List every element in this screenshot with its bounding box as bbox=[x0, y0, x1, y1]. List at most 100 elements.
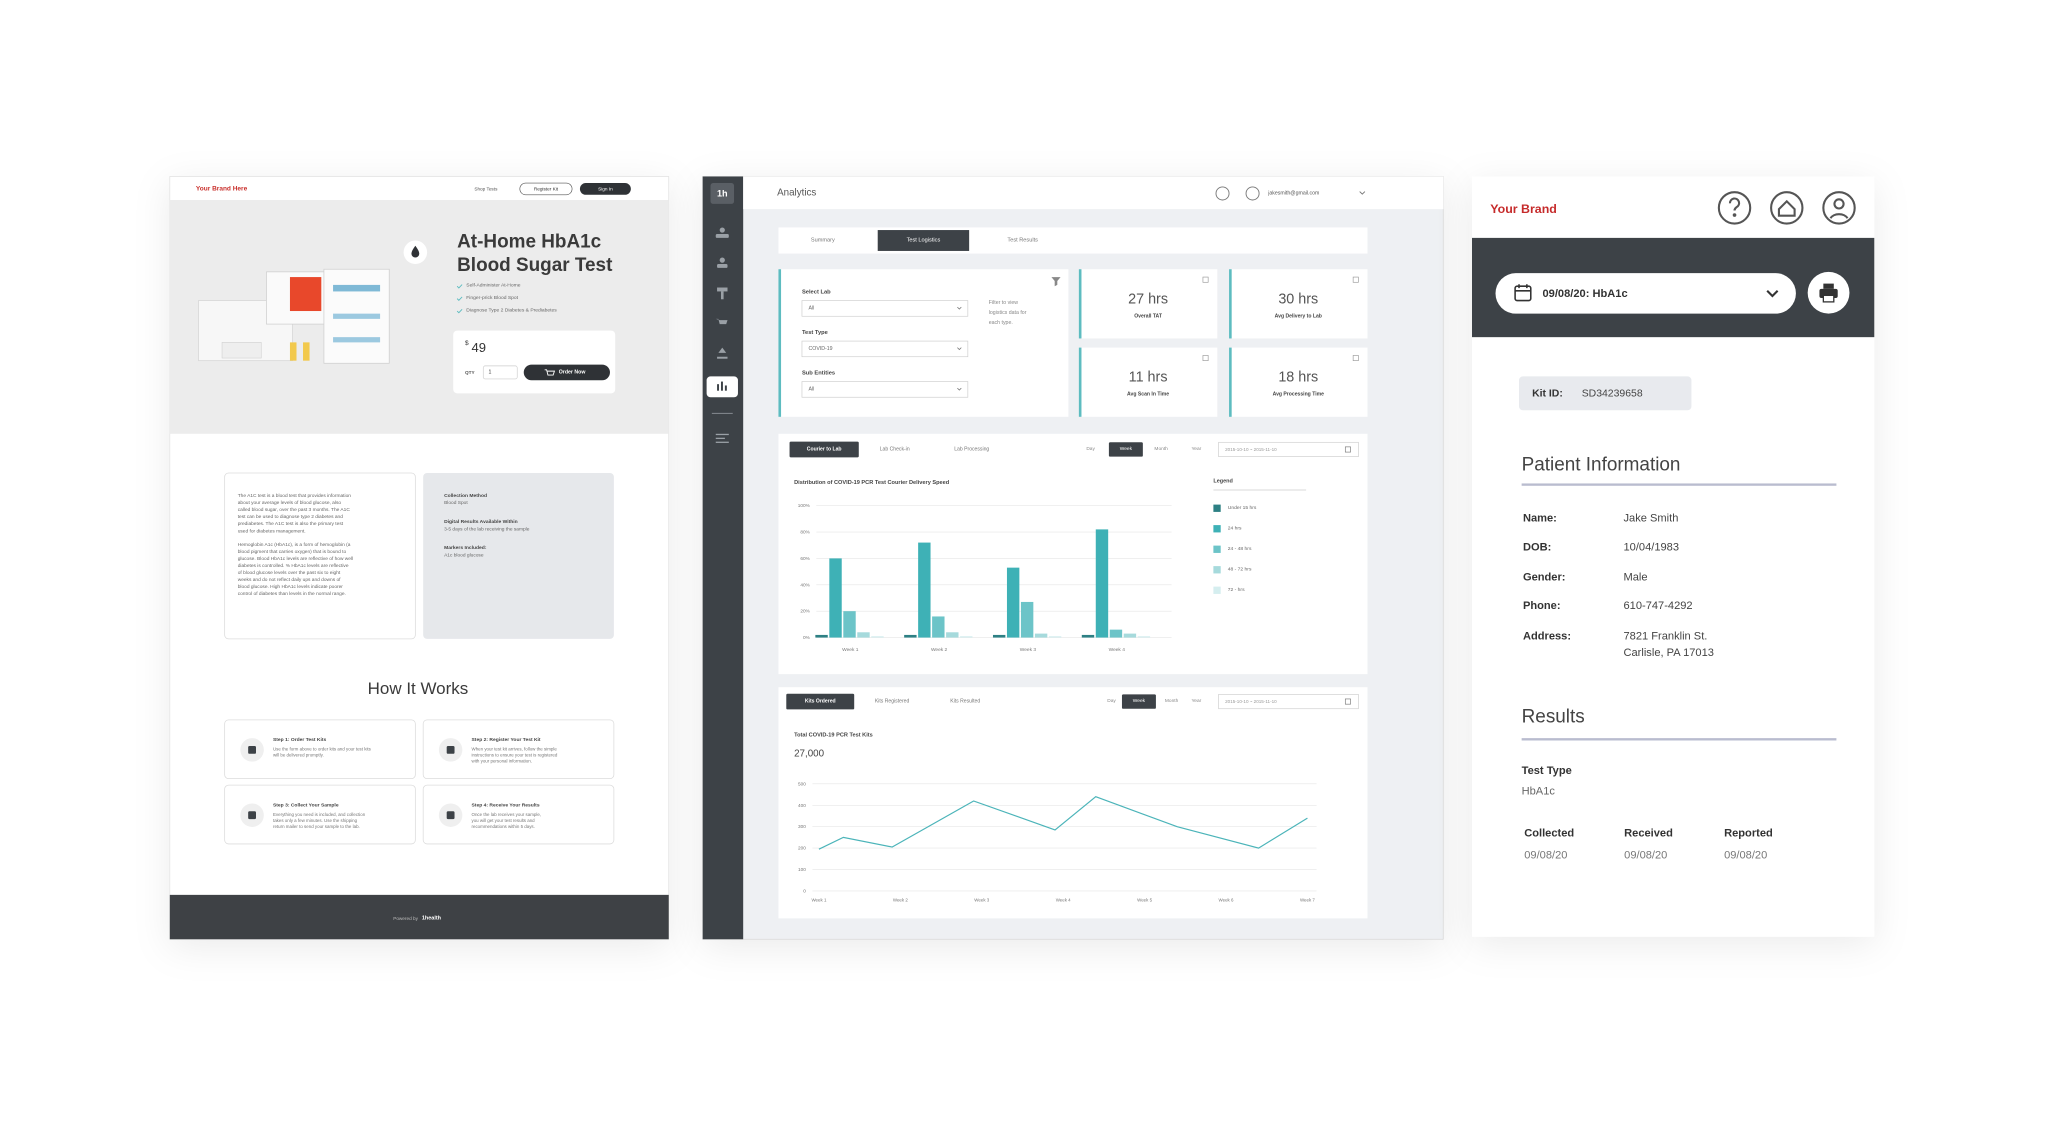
date-range-box[interactable] bbox=[1218, 694, 1359, 710]
filter-label: Select Lab bbox=[802, 290, 831, 296]
y-tick-label: 500 bbox=[798, 781, 806, 786]
field-label: Test Type bbox=[1522, 765, 1572, 777]
filter-value: All bbox=[808, 386, 814, 392]
filter-select[interactable] bbox=[801, 340, 969, 358]
date-value: 09/08/20 bbox=[1724, 850, 1767, 862]
stat-value: 11 hrs bbox=[1129, 370, 1168, 386]
tab[interactable]: Test Results bbox=[1007, 238, 1038, 244]
x-tick-label: Week 4 bbox=[1056, 898, 1071, 903]
x-tick-label: Week 7 bbox=[1300, 898, 1315, 903]
date-range-box[interactable] bbox=[1218, 441, 1359, 457]
filter-select[interactable] bbox=[801, 381, 969, 398]
stat-card bbox=[1078, 347, 1218, 417]
kit-chip bbox=[1519, 376, 1692, 411]
chart-tab[interactable]: Kits Resulted bbox=[950, 699, 980, 705]
bar bbox=[946, 632, 959, 638]
header-icons[interactable] bbox=[1717, 191, 1856, 225]
period[interactable]: Year bbox=[1192, 698, 1202, 704]
filter-label: Test Type bbox=[802, 330, 828, 336]
date-label: Collected bbox=[1524, 827, 1574, 839]
bar bbox=[1109, 629, 1123, 638]
bar bbox=[960, 636, 973, 638]
x-tick-label: Week 6 bbox=[1219, 898, 1234, 903]
step-card bbox=[224, 719, 416, 780]
period[interactable]: Week bbox=[1120, 446, 1133, 452]
active-tab[interactable] bbox=[786, 693, 855, 710]
feature: Finger-prick Blood Spot bbox=[466, 295, 518, 301]
filter-select[interactable] bbox=[801, 300, 969, 317]
step-text: will be delivered promptly. bbox=[273, 753, 324, 758]
nav-button[interactable]: Sign In bbox=[598, 186, 613, 191]
record-select[interactable] bbox=[1495, 273, 1796, 314]
active-tab[interactable] bbox=[789, 441, 859, 458]
card-accent bbox=[1229, 269, 1232, 339]
section-title: How It Works bbox=[368, 679, 469, 698]
topbar bbox=[743, 176, 1444, 210]
period[interactable]: Day bbox=[1107, 698, 1116, 704]
tab[interactable]: Test Logistics bbox=[907, 238, 941, 244]
kit-id: SD34239658 bbox=[1582, 388, 1643, 399]
bar bbox=[1048, 636, 1062, 638]
chart-tab[interactable]: Kits Ordered bbox=[805, 699, 836, 705]
user-icon[interactable] bbox=[1245, 186, 1260, 201]
step-text: takes only a few minutes. Use the shippi… bbox=[273, 818, 358, 823]
legend-label: 24 hrs bbox=[1228, 525, 1242, 531]
price: 49 bbox=[472, 340, 487, 355]
stat-value: 18 hrs bbox=[1278, 370, 1318, 386]
field-value: 10/04/1983 bbox=[1624, 541, 1680, 553]
description-line: blood glucose. High HbA1c levels indicat… bbox=[238, 584, 344, 590]
help-icon[interactable] bbox=[1215, 186, 1230, 201]
order-button[interactable] bbox=[523, 364, 610, 381]
detail-label: Digital Results Available Within bbox=[444, 519, 518, 525]
period[interactable]: Day bbox=[1086, 446, 1095, 452]
active-period[interactable] bbox=[1121, 694, 1156, 709]
chart-tab[interactable]: Lab Check-in bbox=[880, 446, 910, 452]
detail-text: A1c blood glucose bbox=[444, 552, 484, 558]
step-glyph bbox=[248, 745, 256, 754]
detail-label: Collection Method bbox=[444, 493, 487, 499]
step-card bbox=[422, 719, 615, 780]
tab[interactable]: Summary bbox=[811, 238, 835, 244]
select-chevron bbox=[957, 347, 962, 351]
sidebar-icons[interactable] bbox=[706, 227, 738, 443]
description-line: about your average levels of blood gluco… bbox=[238, 500, 342, 506]
x-tick-label: Week 3 bbox=[974, 898, 989, 903]
chevron[interactable] bbox=[1359, 191, 1366, 195]
record-select-text[interactable]: 09/08/20: HbA1c bbox=[1543, 288, 1628, 300]
chart-tab[interactable]: Kits Registered bbox=[875, 699, 910, 705]
step-title: Step 3: Collect Your Sample bbox=[273, 803, 339, 809]
period[interactable]: Month bbox=[1165, 698, 1179, 704]
step-text: return mailer to send your sample to the… bbox=[273, 824, 360, 829]
select-chevron[interactable] bbox=[1766, 290, 1779, 298]
filter-icon[interactable] bbox=[1051, 277, 1061, 287]
field-value: Carlisle, PA 17013 bbox=[1624, 647, 1714, 659]
legend-label: Under 15 hrs bbox=[1228, 505, 1257, 511]
active-tab[interactable] bbox=[877, 230, 970, 251]
bar bbox=[1123, 633, 1137, 638]
nav-button[interactable]: Register Kit bbox=[534, 186, 559, 191]
nav-link[interactable]: Shop Tests bbox=[474, 186, 498, 191]
active-period[interactable] bbox=[1108, 442, 1143, 457]
chart-tab[interactable]: Courier to Lab bbox=[807, 446, 842, 452]
x-tick-label: Week 1 bbox=[842, 647, 859, 653]
chart-tab[interactable]: Lab Processing bbox=[954, 446, 989, 452]
filter-hint: each type. bbox=[989, 320, 1013, 326]
order-label[interactable]: Order Now bbox=[559, 369, 587, 375]
description-line: used for diabetes management. bbox=[238, 528, 306, 534]
period[interactable]: Week bbox=[1133, 698, 1146, 704]
period[interactable]: Year bbox=[1192, 446, 1202, 452]
brand: Your Brand bbox=[1490, 202, 1557, 216]
legend-label: 24 - 48 hrs bbox=[1228, 546, 1252, 552]
footer bbox=[169, 894, 669, 940]
register-button[interactable] bbox=[519, 182, 573, 196]
kit-label: Kit ID: bbox=[1532, 388, 1563, 399]
qty-input[interactable] bbox=[482, 365, 518, 380]
y-tick-label: 40% bbox=[800, 582, 809, 587]
sign-in-button[interactable] bbox=[579, 183, 631, 195]
field-value: HbA1c bbox=[1522, 786, 1556, 798]
bar bbox=[857, 632, 870, 638]
period[interactable]: Month bbox=[1154, 446, 1168, 452]
date-range: 2015-10-10 ~ 2015-11-10 bbox=[1225, 699, 1277, 704]
bar bbox=[918, 542, 931, 638]
date-value: 09/08/20 bbox=[1524, 850, 1567, 862]
